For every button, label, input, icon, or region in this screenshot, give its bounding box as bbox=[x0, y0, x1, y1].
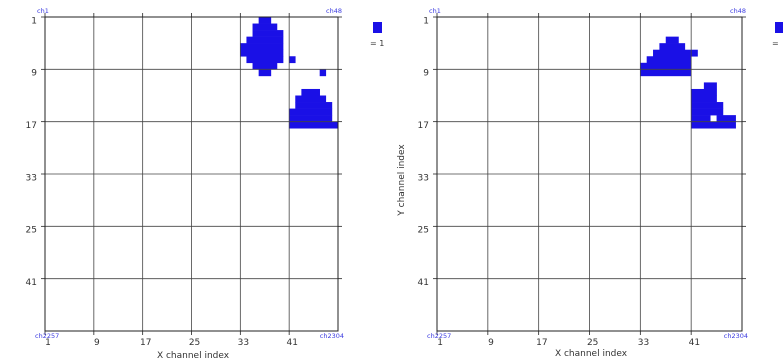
x-tick-label: 33 bbox=[638, 338, 649, 348]
y-tick-label: 9 bbox=[31, 69, 37, 79]
hit-cells bbox=[716, 115, 736, 122]
hit-cells bbox=[252, 23, 278, 31]
hit-cells bbox=[289, 115, 333, 122]
y-tick-label: 33 bbox=[26, 173, 37, 183]
hit-cells bbox=[301, 88, 320, 96]
x-tick-label: 33 bbox=[238, 338, 249, 348]
hit-cells bbox=[691, 88, 717, 96]
corner-label-top-left: ch1 bbox=[429, 7, 441, 15]
hit-cells bbox=[659, 43, 686, 51]
y-tick-label: 41 bbox=[418, 278, 429, 288]
corner-label-bottom-right: ch2304 bbox=[724, 332, 748, 340]
hit-cells bbox=[691, 121, 736, 129]
x-tick-label: 17 bbox=[536, 338, 547, 348]
x-tick-label: 9 bbox=[488, 338, 494, 348]
x-tick-label: 1 bbox=[45, 338, 51, 348]
hit-cells bbox=[653, 49, 698, 57]
hit-cells bbox=[319, 69, 327, 77]
y-tick-label: 41 bbox=[26, 278, 37, 288]
y-tick-label: 25 bbox=[26, 226, 37, 236]
hit-cells bbox=[646, 56, 692, 64]
x-tick-label: 9 bbox=[94, 338, 100, 348]
x-tick-label: 17 bbox=[140, 338, 151, 348]
legend-swatch bbox=[373, 22, 382, 33]
hit-cells bbox=[295, 95, 327, 103]
hit-cells bbox=[691, 95, 717, 103]
y-tick-label: 17 bbox=[26, 121, 37, 131]
y-tick-label: 1 bbox=[423, 16, 429, 26]
channel-map-panel-2: 1 9 17 25 33 41 1 9 17 33 25 41 ch1 ch48 ch2257 ch2304 X… bbox=[397, 7, 783, 359]
x-axis-title: X channel index bbox=[555, 349, 628, 359]
hit-cells bbox=[289, 56, 296, 64]
hit-cells bbox=[703, 82, 717, 90]
hit-cells bbox=[246, 36, 284, 44]
corner-label-bottom-left: ch2257 bbox=[35, 332, 59, 340]
y-tick-label: 25 bbox=[418, 226, 429, 236]
x-tick-label: 41 bbox=[286, 338, 297, 348]
hit-cells bbox=[258, 69, 272, 77]
hit-cells bbox=[691, 102, 724, 109]
y-tick-label: 17 bbox=[418, 121, 429, 131]
hit-cells bbox=[640, 69, 692, 77]
x-tick-label: 41 bbox=[689, 338, 700, 348]
y-axis-title: Y channel index bbox=[397, 144, 407, 217]
legend-label: = 1 bbox=[370, 39, 384, 48]
legend-swatch bbox=[775, 22, 783, 33]
hit-cells bbox=[691, 115, 711, 122]
y-tick-label: 33 bbox=[418, 173, 429, 183]
hit-cells bbox=[295, 102, 333, 109]
hit-cells bbox=[691, 108, 724, 116]
hit-cells bbox=[289, 121, 339, 129]
legend-label: = bbox=[772, 39, 779, 48]
hit-cells bbox=[252, 62, 278, 70]
x-tick-label: 25 bbox=[587, 338, 598, 348]
hit-cells bbox=[665, 36, 679, 44]
corner-label-bottom-right: ch2304 bbox=[320, 332, 344, 340]
hit-cells bbox=[640, 62, 692, 70]
y-tick-label: 9 bbox=[423, 69, 429, 79]
corner-label-bottom-left: ch2257 bbox=[427, 332, 451, 340]
hit-cells bbox=[252, 30, 284, 37]
hit-cells bbox=[258, 17, 272, 24]
hit-cells bbox=[246, 56, 284, 64]
hit-cells bbox=[240, 49, 284, 57]
corner-label-top-left: ch1 bbox=[37, 7, 49, 15]
x-axis-title: X channel index bbox=[157, 351, 230, 361]
x-tick-label: 1 bbox=[437, 338, 443, 348]
hit-cells bbox=[240, 43, 284, 51]
corner-label-top-right: ch48 bbox=[326, 7, 342, 15]
hit-cells bbox=[289, 108, 333, 116]
channel-map-panel-1: 1 9 17 25 33 41 1 9 17 33 25 41 ch1 ch48 ch2257 ch2304 X… bbox=[26, 7, 385, 361]
x-tick-label: 25 bbox=[189, 338, 200, 348]
corner-label-top-right: ch48 bbox=[730, 7, 746, 15]
y-tick-label: 1 bbox=[31, 16, 37, 26]
